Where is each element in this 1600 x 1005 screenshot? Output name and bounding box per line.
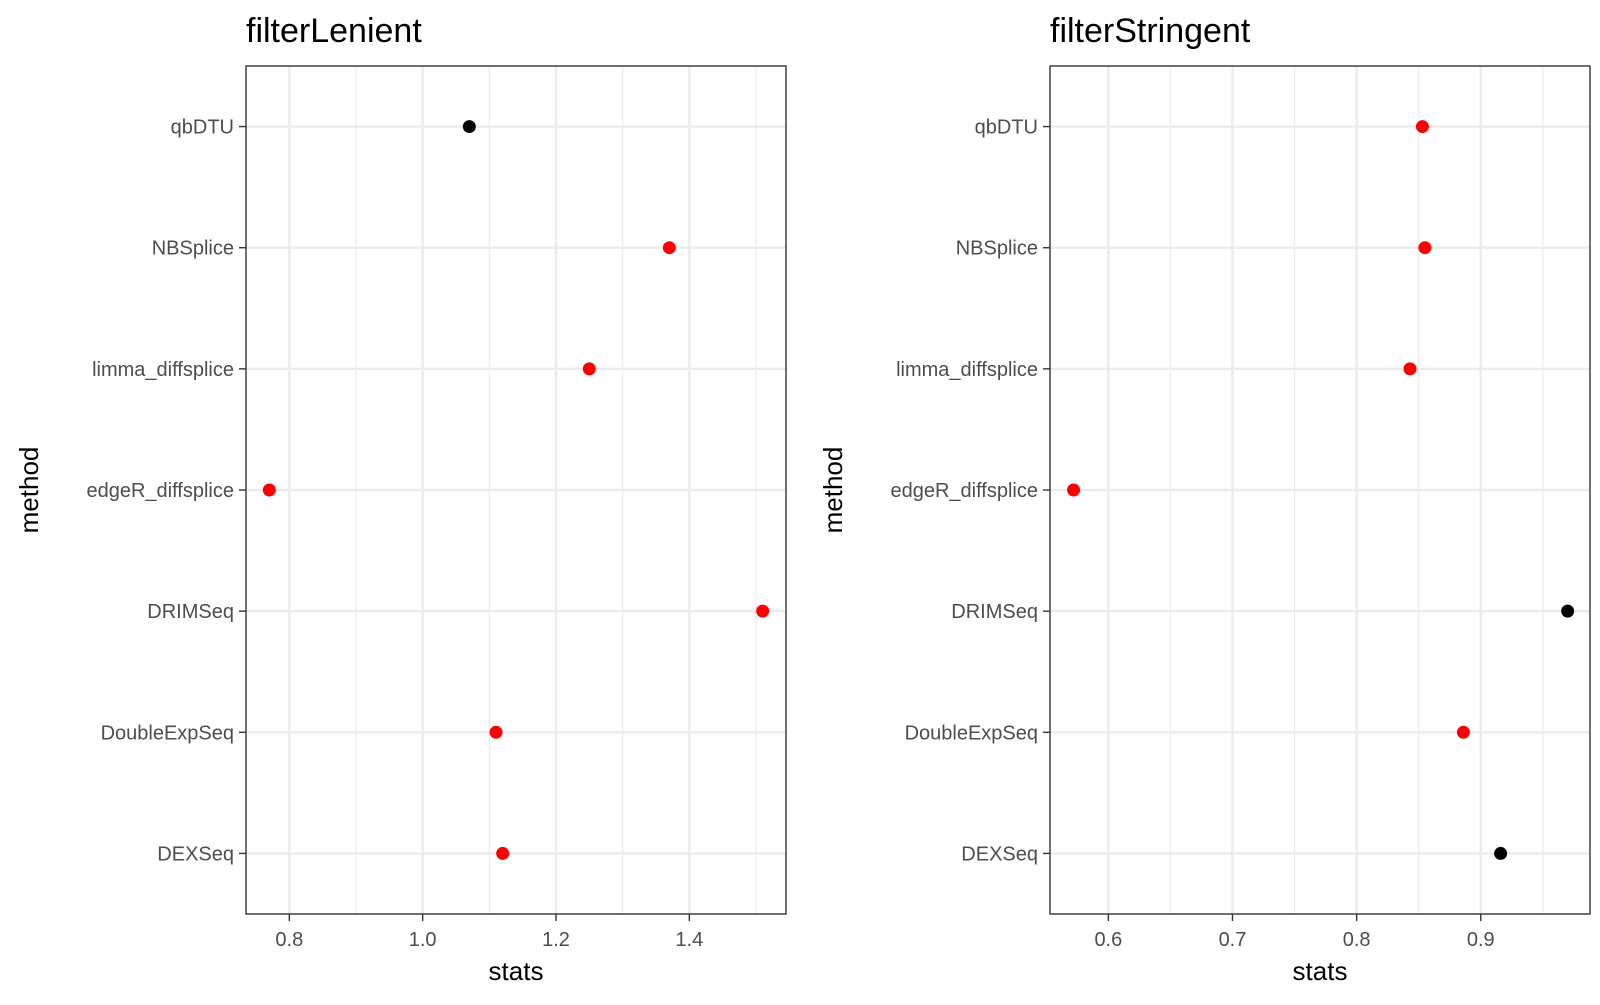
data-point-DoubleExpSeq xyxy=(1456,725,1470,739)
x-tick-label: 0.8 xyxy=(275,929,303,951)
data-point-qbDTU xyxy=(1415,120,1429,134)
data-point-DEXSeq xyxy=(496,846,510,860)
y-tick-label-NBSplice: NBSplice xyxy=(956,238,1038,260)
panel-title: filterLenient xyxy=(246,12,422,50)
x-axis-title: stats xyxy=(1293,956,1348,986)
y-tick-label-DoubleExpSeq: DoubleExpSeq xyxy=(905,722,1038,744)
y-tick-label-NBSplice: NBSplice xyxy=(152,238,234,260)
x-tick-label: 0.6 xyxy=(1094,929,1122,951)
y-tick-label-DoubleExpSeq: DoubleExpSeq xyxy=(101,722,234,744)
x-tick-label: 1.4 xyxy=(675,929,703,951)
data-point-DRIMSeq xyxy=(756,604,770,618)
data-point-edgeR_diffsplice xyxy=(262,483,276,497)
data-point-qbDTU xyxy=(462,120,476,134)
data-point-DEXSeq xyxy=(1494,846,1508,860)
data-point-NBSplice xyxy=(662,241,676,255)
y-tick-label-edgeR_diffsplice: edgeR_diffsplice xyxy=(86,480,234,502)
panel-title: filterStringent xyxy=(1050,12,1251,50)
x-axis-title: stats xyxy=(489,956,544,986)
data-point-DoubleExpSeq xyxy=(489,725,503,739)
x-tick-label: 0.9 xyxy=(1467,929,1495,951)
y-tick-label-edgeR_diffsplice: edgeR_diffsplice xyxy=(890,480,1038,502)
x-tick-label: 0.8 xyxy=(1343,929,1371,951)
y-tick-label-limma_diffsplice: limma_diffsplice xyxy=(896,359,1038,381)
y-tick-label-DRIMSeq: DRIMSeq xyxy=(951,601,1038,623)
y-tick-label-DEXSeq: DEXSeq xyxy=(961,843,1038,865)
x-tick-label: 1.2 xyxy=(542,929,570,951)
y-axis-title: method xyxy=(14,447,44,534)
chart-panel-filterLenient: qbDTU NBSplice limma_diffsplice edgeR_diffs… xyxy=(14,12,787,986)
data-point-limma_diffsplice xyxy=(1403,362,1417,376)
data-point-edgeR_diffsplice xyxy=(1067,483,1081,497)
y-tick-label-qbDTU: qbDTU xyxy=(171,117,234,139)
chart-panel-filterStringent: qbDTU NBSplice limma_diffsplice edgeR_diffs… xyxy=(818,12,1591,986)
data-point-NBSplice xyxy=(1418,241,1432,255)
y-axis-title: method xyxy=(818,447,848,534)
data-point-limma_diffsplice xyxy=(582,362,596,376)
y-tick-label-limma_diffsplice: limma_diffsplice xyxy=(92,359,234,381)
x-tick-label: 0.7 xyxy=(1219,929,1247,951)
y-tick-label-DRIMSeq: DRIMSeq xyxy=(147,601,234,623)
x-tick-label: 1.0 xyxy=(409,929,437,951)
data-point-DRIMSeq xyxy=(1561,604,1575,618)
y-tick-label-DEXSeq: DEXSeq xyxy=(157,843,234,865)
y-tick-label-qbDTU: qbDTU xyxy=(975,117,1038,139)
